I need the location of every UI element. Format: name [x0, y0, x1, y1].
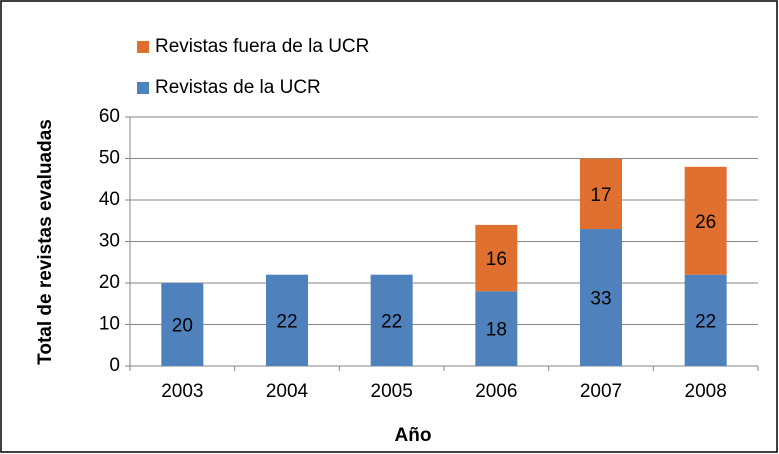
data-label: 17 [590, 185, 611, 206]
data-label: 16 [486, 249, 507, 270]
bar-segment [475, 224, 518, 292]
bar-segment [161, 283, 204, 366]
data-label: 18 [486, 320, 507, 341]
legend-swatch [137, 82, 149, 94]
y-tick-label: 20 [99, 272, 120, 293]
x-tick-label: 2004 [266, 381, 309, 402]
data-label: 33 [590, 289, 611, 310]
data-label: 22 [695, 311, 716, 332]
legend-label: Revistas fuera de la UCR [155, 36, 369, 57]
data-label: 22 [381, 311, 402, 332]
x-axis-label: Año [395, 425, 432, 446]
x-tick-label: 2008 [685, 381, 727, 402]
bar-segment [684, 166, 727, 275]
legend-label: Revistas de la UCR [155, 77, 321, 98]
bar-segment [475, 291, 518, 366]
y-tick-label: 50 [99, 148, 120, 169]
y-tick-label: 40 [99, 189, 120, 210]
data-label: 20 [172, 316, 193, 337]
y-tick-label: 60 [99, 106, 120, 127]
y-tick-label: 10 [99, 314, 120, 335]
legend-swatch [137, 41, 149, 53]
data-label: 22 [276, 311, 297, 332]
data-label: 26 [695, 212, 716, 233]
x-tick-label: 2006 [475, 381, 517, 402]
y-tick-label: 30 [99, 231, 120, 252]
y-axis-label: Total de revistas evaluadas [35, 119, 56, 365]
bar-segment [580, 229, 622, 366]
x-tick-label: 2005 [371, 381, 413, 402]
bar-segment [580, 158, 622, 230]
bar-segment [684, 274, 727, 366]
x-tick-label: 2003 [161, 381, 203, 402]
bar-segment [370, 274, 413, 366]
x-tick-label: 2007 [580, 381, 622, 402]
bar-segment [266, 274, 308, 366]
y-tick-label: 0 [109, 355, 120, 376]
